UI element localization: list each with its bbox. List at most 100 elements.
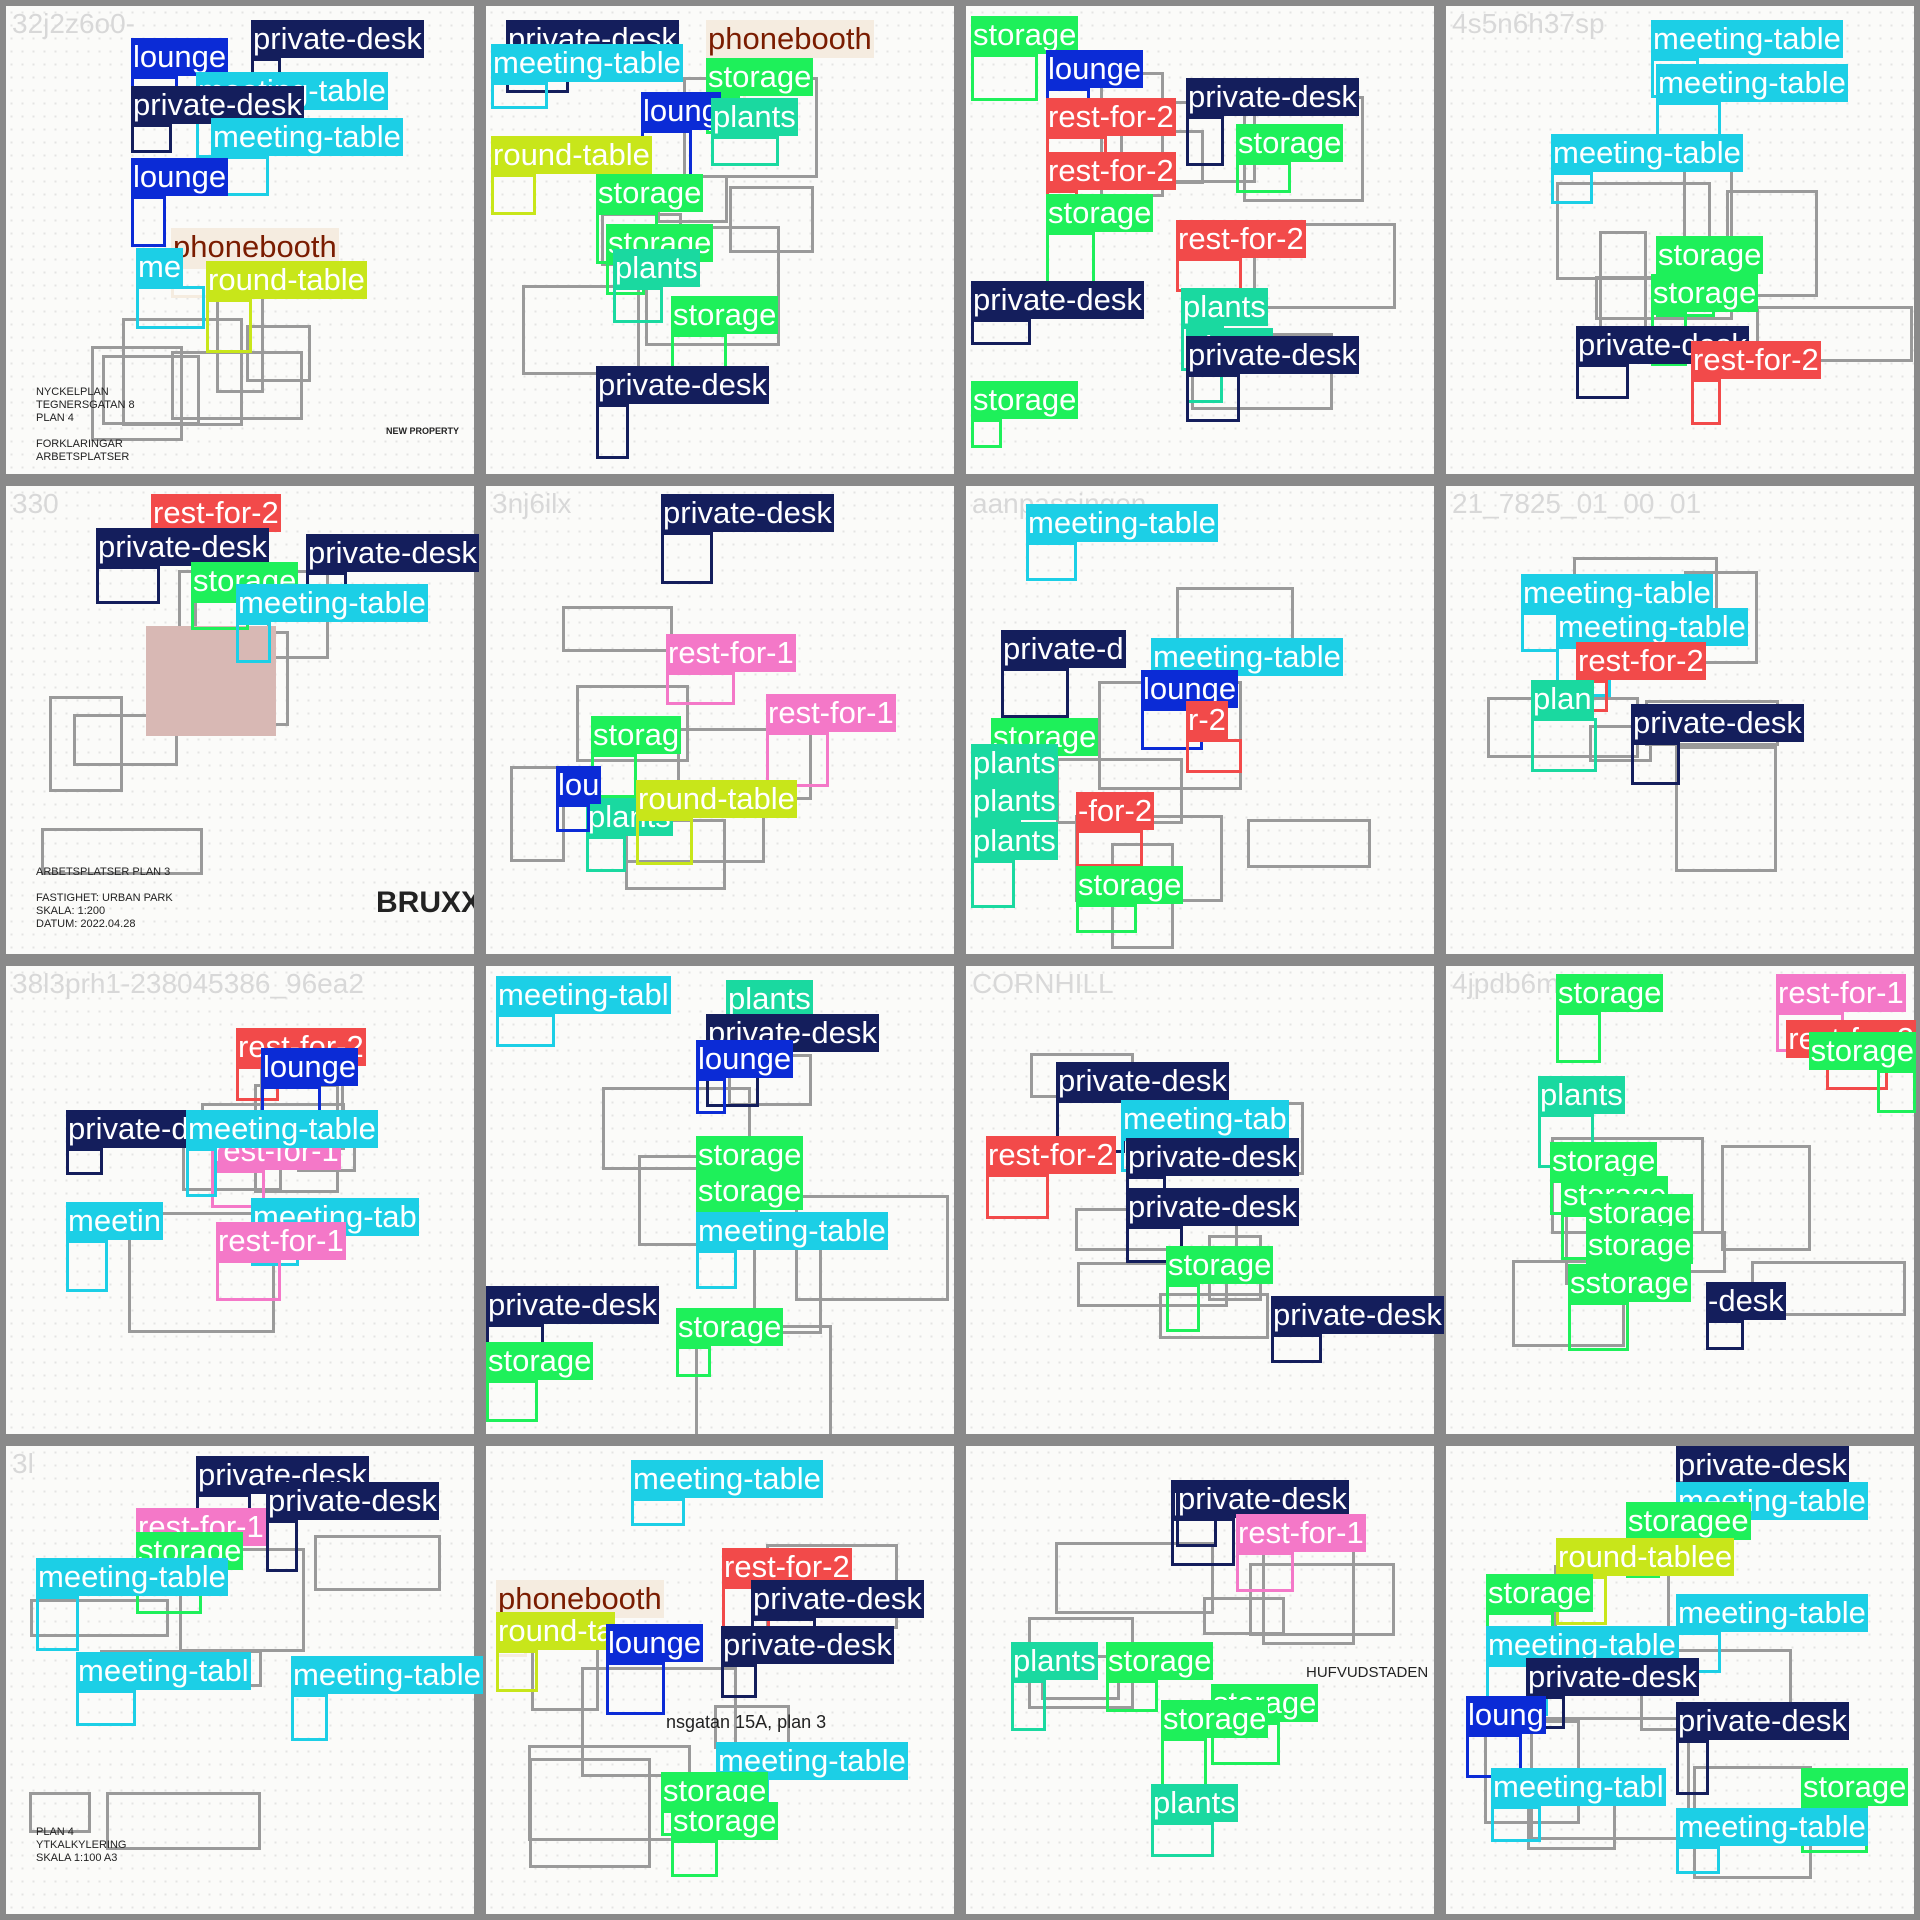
detection-label-storage: storage	[1236, 124, 1344, 162]
plan-wall	[602, 1086, 752, 1171]
plan-wall	[1721, 1145, 1812, 1251]
detection-box-storage	[1236, 162, 1291, 193]
detection-box-storage	[1556, 1012, 1601, 1063]
plan-wall	[28, 1792, 92, 1834]
detection-box-meeting-table	[1491, 1806, 1541, 1842]
detection-label-round-table: round-ta	[496, 1612, 616, 1650]
detection-box-private-desk	[1186, 116, 1224, 166]
detection-label-private-desk: private-desk	[486, 1286, 659, 1324]
detection-box-storage	[971, 419, 1002, 448]
detection-label-rest-for-1: rest-for-1	[216, 1222, 346, 1260]
floorplan-tile: nsgatan 15A, plan 3	[480, 1440, 960, 1920]
detection-label-meeting-table: meeting-table	[1556, 608, 1748, 646]
detection-label-private-desk: private-desk	[1526, 1658, 1699, 1696]
detection-label-storage: storagee	[1626, 1502, 1751, 1540]
detection-label-private-desk: private-desk	[1676, 1446, 1849, 1484]
detection-label-storage: storage	[696, 1172, 804, 1210]
detection-label-rest-for-1: rest-for-1	[1776, 974, 1906, 1012]
detection-label-storage: storage	[1801, 1768, 1909, 1806]
detection-label-meeting-table: meeting-table	[1151, 638, 1343, 676]
tile-filename: 3l	[12, 1448, 34, 1479]
detection-box-meeting-table	[496, 1014, 555, 1047]
detection-label-storage: storage	[696, 1136, 804, 1174]
detection-label-round-table: round-table	[636, 780, 797, 818]
detection-label-storage: storage	[1586, 1226, 1694, 1264]
detection-label-storage: storage	[1161, 1700, 1269, 1738]
detection-label-private-desk: private-desk	[751, 1580, 924, 1618]
detection-box-meeting-table	[66, 1240, 108, 1292]
plan-wall	[1076, 1261, 1228, 1307]
detection-label-storage: storage	[596, 174, 704, 212]
detection-label-storage: storage	[1486, 1574, 1594, 1612]
detection-box-meeting-table	[631, 1498, 685, 1526]
detection-box-storage	[1076, 904, 1137, 933]
detection-label-round-table: round-tablee	[1556, 1538, 1735, 1576]
detection-label-storage: sstorage	[1568, 1264, 1691, 1302]
tile-filename: 330	[12, 488, 59, 519]
detection-label-lounge: lounge	[131, 158, 229, 196]
detection-label-meeting-table: meeting-table	[1651, 20, 1843, 58]
plan-logo: NEW PROPERTY	[386, 426, 460, 436]
detection-box-private-desk	[721, 1664, 757, 1698]
tile-filename: CORNHILL	[972, 968, 1114, 999]
detection-label-rest-for-2: rest-for-2	[1046, 152, 1176, 190]
detection-label-meeting-table: meeting-table	[631, 1460, 823, 1498]
detection-label-private-desk: private-desk	[1676, 1702, 1849, 1740]
detection-box-private-desk	[1631, 742, 1680, 785]
detection-box-plants	[1151, 1822, 1214, 1857]
detection-box-private-desk	[1001, 668, 1069, 718]
detection-label-lounge: lounge	[261, 1048, 359, 1086]
detection-label-plants: plants	[711, 98, 798, 136]
plan-wall	[1055, 1542, 1214, 1614]
detection-label-meeting-table: meeting-table	[236, 584, 428, 622]
detection-label-rest-for-2: rest-for-2	[1691, 341, 1821, 379]
detection-label-meeting-table: meeting-table	[1026, 504, 1218, 542]
detection-label-storage: storage	[1046, 194, 1154, 232]
detection-label-meeting-table: meeting-table	[1656, 64, 1848, 102]
detection-box-rest-for-2	[986, 1174, 1049, 1219]
detection-label-private-desk: private-desk	[1176, 1480, 1349, 1518]
plan-wall	[48, 695, 124, 793]
detection-box-private-desk	[1576, 364, 1629, 399]
plan-wall	[562, 605, 673, 652]
detection-box-private-desk	[1706, 1320, 1744, 1350]
detection-label-storage: storage	[1651, 274, 1759, 312]
detection-label-meeting-table: meeting-table	[1521, 574, 1713, 612]
detection-box-private-desk	[1126, 1226, 1183, 1263]
plan-wall	[121, 317, 243, 426]
detection-box-rest-for-2	[1186, 739, 1242, 773]
detection-label-storage: storage	[1556, 974, 1664, 1012]
detection-label-rest-for-2: rest-for-2	[1046, 98, 1176, 136]
detection-box-storage	[671, 1840, 718, 1877]
detection-box-rest-for-1	[666, 672, 735, 705]
tile-filename: 32j2z6o0-	[12, 8, 135, 39]
plan-wall	[314, 1535, 441, 1591]
detection-box-storage	[1106, 1680, 1158, 1712]
detection-label-private-desk: -desk	[1706, 1282, 1786, 1320]
detection-label-storage: storage	[971, 381, 1079, 419]
detection-label-rest-for-2: -for-2	[1076, 792, 1155, 830]
plan-wall	[106, 1791, 261, 1851]
detection-box-lounge	[696, 1078, 726, 1114]
detection-label-private-desk: private-desk	[131, 86, 304, 124]
detection-box-rest-for-2	[1176, 258, 1242, 292]
detection-box-meeting-table	[696, 1250, 737, 1289]
detection-label-meeting-table: meeting-table	[1676, 1808, 1868, 1846]
detection-box-meeting-table	[1676, 1846, 1720, 1874]
detection-label-private-desk: private-desk	[96, 528, 269, 566]
detection-box-plants	[613, 287, 663, 323]
detection-box-storage	[676, 1346, 711, 1377]
detection-label-storage: storage	[1808, 1032, 1916, 1070]
detection-box-rest-for-1	[216, 1260, 281, 1301]
detection-box-rest-for-2	[1076, 830, 1143, 867]
tile-filename: 21_7825_01_00_01	[1452, 488, 1702, 519]
detection-label-lounge: loung	[641, 92, 721, 130]
detection-label-private-desk: private-desk	[1631, 704, 1804, 742]
plan-wall	[729, 185, 814, 253]
detection-box-private-desk	[1271, 1334, 1322, 1363]
detection-label-rest-for-1: rest-for-1	[1236, 1514, 1366, 1552]
detection-label-private-desk: private-desk	[1126, 1188, 1299, 1226]
detection-box-rest-for-1	[1236, 1552, 1294, 1592]
plan-wall	[521, 284, 640, 376]
